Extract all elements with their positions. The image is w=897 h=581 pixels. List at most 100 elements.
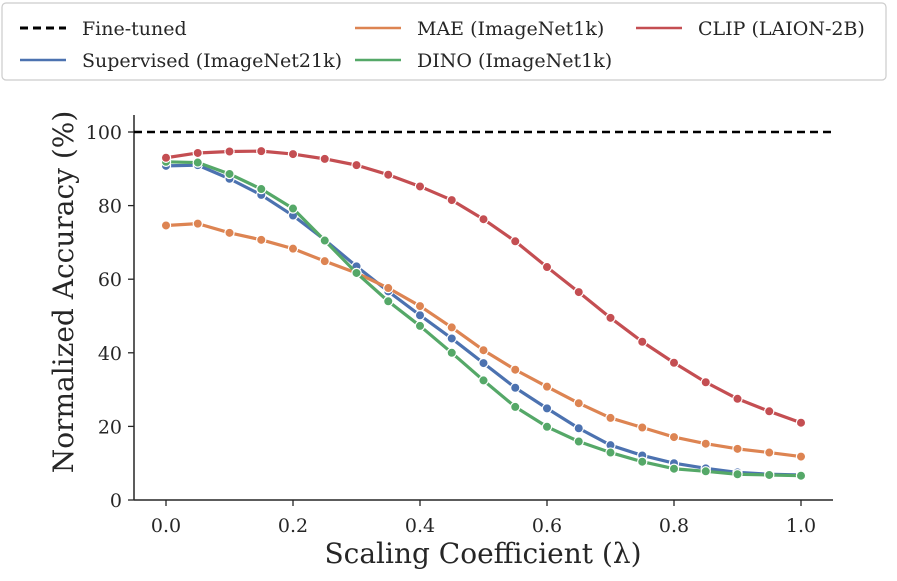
- data-point-mae: [287, 243, 299, 254]
- data-point-supervised: [446, 333, 457, 344]
- data-point-mae: [446, 322, 457, 333]
- data-point-mae: [478, 345, 489, 356]
- data-point-mae: [764, 447, 775, 458]
- data-point-mae: [160, 220, 172, 231]
- data-point-dino: [383, 296, 394, 307]
- x-tick-label: 0.6: [532, 515, 562, 537]
- data-point-mae: [795, 451, 807, 462]
- data-point-clip: [446, 194, 457, 206]
- data-point-clip: [351, 159, 362, 171]
- series-clip: [160, 145, 807, 428]
- data-point-clip: [224, 146, 235, 157]
- data-point-dino: [319, 235, 330, 246]
- data-point-mae: [573, 398, 584, 409]
- data-point-clip: [764, 406, 775, 417]
- data-point-clip: [541, 261, 553, 273]
- data-point-mae: [192, 218, 203, 229]
- data-point-mae: [732, 443, 743, 455]
- data-point-dino: [351, 267, 362, 279]
- data-point-clip: [414, 181, 426, 192]
- legend-label-supervised: Supervised (ImageNet21k): [82, 50, 342, 72]
- x-axis-label: Scaling Coefficient (λ): [324, 537, 641, 570]
- data-point-clip: [319, 153, 330, 165]
- series-line-mae: [164, 222, 803, 459]
- y-tick-label: 80: [98, 196, 122, 218]
- data-point-clip: [573, 286, 584, 298]
- data-point-dino: [700, 466, 711, 477]
- data-point-supervised: [541, 403, 553, 414]
- legend-entry-fine-tuned: Fine-tuned: [20, 18, 187, 40]
- data-point-clip: [160, 152, 172, 163]
- data-point-dino: [795, 470, 807, 481]
- series-dino: [160, 156, 807, 481]
- data-point-dino: [510, 401, 521, 413]
- data-point-dino: [478, 375, 489, 386]
- data-point-clip: [732, 393, 743, 404]
- data-point-dino: [192, 157, 203, 168]
- legend-label-fine-tuned: Fine-tuned: [82, 18, 187, 40]
- data-point-mae: [637, 422, 648, 433]
- data-point-clip: [256, 145, 267, 157]
- data-point-dino: [541, 421, 553, 432]
- legend: Fine-tuned Supervised (ImageNet21k) MAE …: [1, 2, 887, 81]
- series-line-supervised: [164, 163, 803, 477]
- data-point-supervised: [414, 310, 426, 321]
- x-tick-label: 0.8: [659, 515, 689, 537]
- data-point-dino: [764, 469, 775, 481]
- data-point-mae: [414, 300, 426, 312]
- data-point-dino: [414, 320, 426, 332]
- data-point-clip: [700, 377, 711, 388]
- data-point-dino: [732, 469, 743, 480]
- y-tick-label: 0: [110, 490, 122, 512]
- data-point-mae: [224, 227, 235, 239]
- y-axis-label: Normalized Accuracy (%): [47, 111, 80, 474]
- data-point-clip: [192, 147, 203, 159]
- legend-label-clip: CLIP (LAION-2B): [698, 18, 865, 40]
- data-point-dino: [637, 456, 648, 467]
- legend-entry-clip: CLIP (LAION-2B): [636, 18, 865, 40]
- data-point-clip: [510, 236, 521, 247]
- x-ticks: 0.0 0.2 0.4 0.6 0.8 1.0: [151, 500, 816, 537]
- data-point-dino: [573, 436, 584, 447]
- series-group: [160, 145, 807, 481]
- data-point-mae: [700, 438, 711, 449]
- data-point-mae: [319, 255, 330, 267]
- data-point-mae: [668, 431, 680, 443]
- x-tick-label: 0.4: [405, 515, 435, 537]
- x-tick-label: 0.2: [278, 515, 308, 537]
- data-point-dino: [256, 183, 267, 195]
- y-tick-label: 60: [98, 269, 122, 291]
- data-point-supervised: [478, 357, 489, 369]
- x-tick-label: 0.0: [151, 515, 181, 537]
- y-tick-label: 20: [98, 416, 122, 438]
- data-point-supervised: [510, 382, 521, 393]
- legend-entry-dino: DINO (ImageNet1k): [355, 50, 612, 72]
- data-point-mae: [510, 364, 521, 375]
- legend-frame: [1, 2, 887, 81]
- data-point-clip: [795, 417, 807, 428]
- y-tick-label: 100: [86, 122, 122, 144]
- data-point-mae: [256, 234, 267, 246]
- series-supervised: [160, 159, 807, 481]
- y-tick-label: 40: [98, 343, 122, 365]
- data-point-clip: [383, 169, 394, 180]
- data-point-dino: [287, 203, 299, 214]
- legend-entry-supervised: Supervised (ImageNet21k): [20, 50, 342, 72]
- y-ticks: 0 20 40 60 80 100: [86, 122, 134, 512]
- data-point-clip: [668, 357, 680, 368]
- data-point-clip: [478, 214, 489, 225]
- data-point-dino: [668, 463, 680, 474]
- data-point-clip: [637, 336, 648, 347]
- series-mae: [160, 218, 807, 462]
- data-point-dino: [605, 447, 616, 458]
- data-point-mae: [541, 381, 553, 392]
- data-point-supervised: [573, 423, 584, 434]
- legend-label-mae: MAE (ImageNet1k): [417, 18, 604, 40]
- data-point-mae: [383, 282, 394, 294]
- data-point-clip: [287, 148, 299, 160]
- data-point-clip: [605, 312, 616, 324]
- data-point-mae: [605, 412, 616, 424]
- x-tick-label: 1.0: [786, 515, 816, 537]
- data-point-dino: [224, 168, 235, 180]
